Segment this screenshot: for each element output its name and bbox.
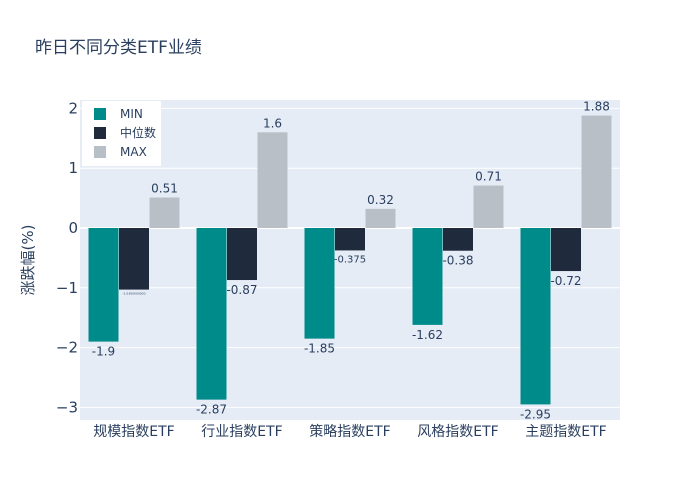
data-label: -1.9	[92, 345, 115, 359]
x-axis-ticks: 规模指数ETF 行业指数ETF 策略指数ETF 风格指数ETF 主题指数ETF	[93, 423, 606, 440]
y-tick-label: 0	[68, 219, 78, 237]
data-label: -0.87	[226, 283, 257, 297]
data-label: 1.88	[583, 100, 610, 114]
y-tick-label: 1	[68, 159, 78, 177]
bar	[304, 228, 335, 339]
bar	[196, 228, 227, 400]
legend-label: MAX	[120, 145, 147, 159]
bar	[365, 208, 396, 228]
y-axis-ticks: 2 1 0 −1 −2 −3	[56, 99, 78, 416]
data-labels: -1.9 -1.0300000000 0.51 -2.87 -0.87 1.6 -1.85 -…	[92, 100, 610, 422]
x-tick-label: 策略指数ETF	[309, 423, 390, 440]
bar	[581, 115, 612, 228]
data-label: -1.62	[412, 328, 443, 342]
y-axis-title: 涨跌幅(%)	[19, 225, 37, 296]
legend-label: 中位数	[120, 125, 156, 140]
legend-swatch	[94, 146, 106, 158]
data-label: 0.32	[367, 193, 394, 207]
bar	[88, 228, 119, 342]
y-tick-label: −1	[56, 279, 78, 297]
legend-swatch	[94, 127, 106, 139]
data-label: -0.38	[442, 254, 473, 268]
x-tick-label: 行业指数ETF	[201, 424, 282, 440]
data-label: -0.375	[334, 254, 366, 265]
legend-label: MIN	[120, 107, 143, 121]
legend-swatch	[94, 108, 106, 120]
data-label: 1.6	[263, 116, 282, 130]
y-tick-label: 2	[68, 99, 78, 117]
bar	[412, 228, 443, 325]
x-tick-label: 风格指数ETF	[417, 424, 498, 440]
data-label: -2.95	[520, 407, 551, 421]
bars	[88, 115, 612, 405]
data-label: -0.72	[550, 274, 581, 288]
bar	[551, 228, 581, 272]
bar	[149, 197, 180, 228]
bar	[119, 228, 149, 290]
x-tick-label: 主题指数ETF	[525, 424, 606, 440]
bar	[227, 228, 257, 281]
bar	[520, 228, 551, 405]
y-tick-label: −3	[56, 398, 78, 416]
data-label: -1.0300000000	[122, 292, 145, 296]
data-label: -1.85	[304, 342, 335, 356]
y-tick-label: −2	[56, 339, 78, 357]
bar	[257, 132, 288, 228]
bar	[473, 185, 504, 228]
data-label: 0.51	[151, 182, 178, 196]
x-tick-label: 规模指数ETF	[93, 424, 174, 440]
data-label: -2.87	[196, 403, 227, 417]
data-label: 0.71	[475, 170, 502, 184]
bar	[443, 228, 473, 251]
bar	[335, 228, 365, 251]
legend: MIN 中位数 MAX	[82, 101, 161, 166]
chart-title: 昨日不同分类ETF业绩	[35, 38, 202, 58]
